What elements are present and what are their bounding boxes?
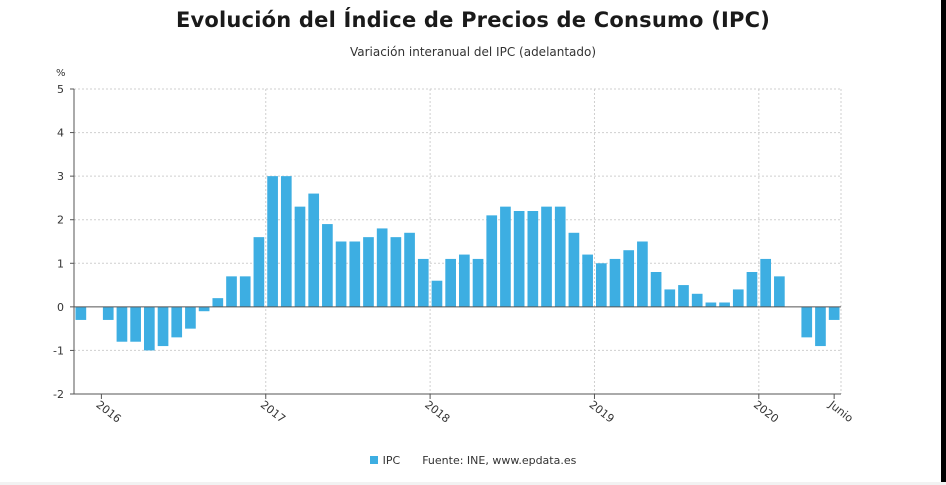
bar — [185, 306, 196, 329]
bar — [417, 258, 429, 307]
bar — [459, 254, 470, 307]
bar — [637, 241, 648, 307]
bar — [609, 258, 621, 307]
bar — [212, 298, 224, 307]
bar — [486, 215, 498, 307]
source-note: Fuente: INE, www.epdata.es — [422, 454, 577, 467]
x-tick-label: Junio — [826, 398, 856, 426]
bar — [267, 176, 278, 307]
bar — [678, 285, 689, 307]
bottom-strip — [0, 482, 946, 485]
bar — [623, 250, 635, 307]
bar — [157, 306, 169, 347]
bar — [226, 276, 237, 307]
y-tick-label: -1 — [53, 344, 64, 357]
bar — [527, 211, 539, 307]
frame-edge — [941, 0, 946, 485]
bar — [130, 306, 141, 342]
y-tick-label: 3 — [57, 170, 64, 183]
bar — [595, 263, 607, 307]
x-tick-label: 2018 — [422, 398, 452, 425]
bar — [554, 206, 566, 307]
bar — [828, 306, 840, 320]
bar — [349, 241, 361, 307]
bar — [582, 254, 593, 307]
y-tick-label: 5 — [57, 83, 64, 96]
y-tick-label: 4 — [57, 127, 64, 140]
bar — [732, 289, 744, 307]
bar — [445, 258, 456, 307]
bar — [363, 237, 374, 307]
bar — [171, 306, 183, 338]
x-tick-label: 2016 — [94, 398, 124, 425]
bar — [390, 237, 402, 307]
bar — [513, 211, 525, 307]
bar — [102, 306, 114, 320]
y-tick-label: -2 — [53, 388, 64, 401]
y-tick-label: 0 — [57, 301, 64, 314]
legend-swatch-ipc — [369, 456, 378, 464]
bar — [815, 306, 826, 347]
bar — [116, 306, 128, 342]
bar — [280, 176, 292, 307]
bar — [664, 289, 676, 307]
legend-series-label: IPC — [382, 454, 401, 467]
bar — [472, 258, 484, 307]
x-tick-label: 2020 — [751, 398, 781, 425]
x-tick-label: 2017 — [258, 398, 288, 425]
bar — [568, 232, 580, 307]
bar — [541, 206, 552, 307]
bar — [801, 306, 813, 338]
bar — [75, 306, 87, 320]
bar — [650, 272, 662, 307]
bar — [239, 276, 251, 307]
chart-subtitle: Variación interanual del IPC (adelantado… — [349, 45, 597, 59]
bar — [376, 228, 388, 307]
bar — [322, 224, 333, 307]
bar — [431, 280, 443, 307]
bar — [719, 302, 730, 307]
bar — [500, 206, 511, 307]
x-tick-label: 2019 — [587, 398, 617, 425]
y-unit-label: % — [56, 68, 66, 79]
bar — [404, 232, 415, 307]
y-tick-label: 1 — [57, 257, 64, 270]
bar — [294, 206, 306, 307]
bar — [705, 302, 717, 307]
chart-title: Evolución del Índice de Precios de Consu… — [175, 8, 771, 32]
bar — [691, 293, 703, 307]
y-tick-label: 2 — [57, 214, 64, 227]
legend: IPC Fuente: INE, www.epdata.es — [0, 454, 946, 467]
bar — [335, 241, 347, 307]
bar — [746, 272, 758, 307]
bar — [760, 258, 772, 307]
bar — [774, 276, 785, 307]
bar — [143, 306, 155, 351]
bar — [198, 306, 210, 312]
bar — [253, 237, 265, 307]
bar — [308, 193, 320, 307]
